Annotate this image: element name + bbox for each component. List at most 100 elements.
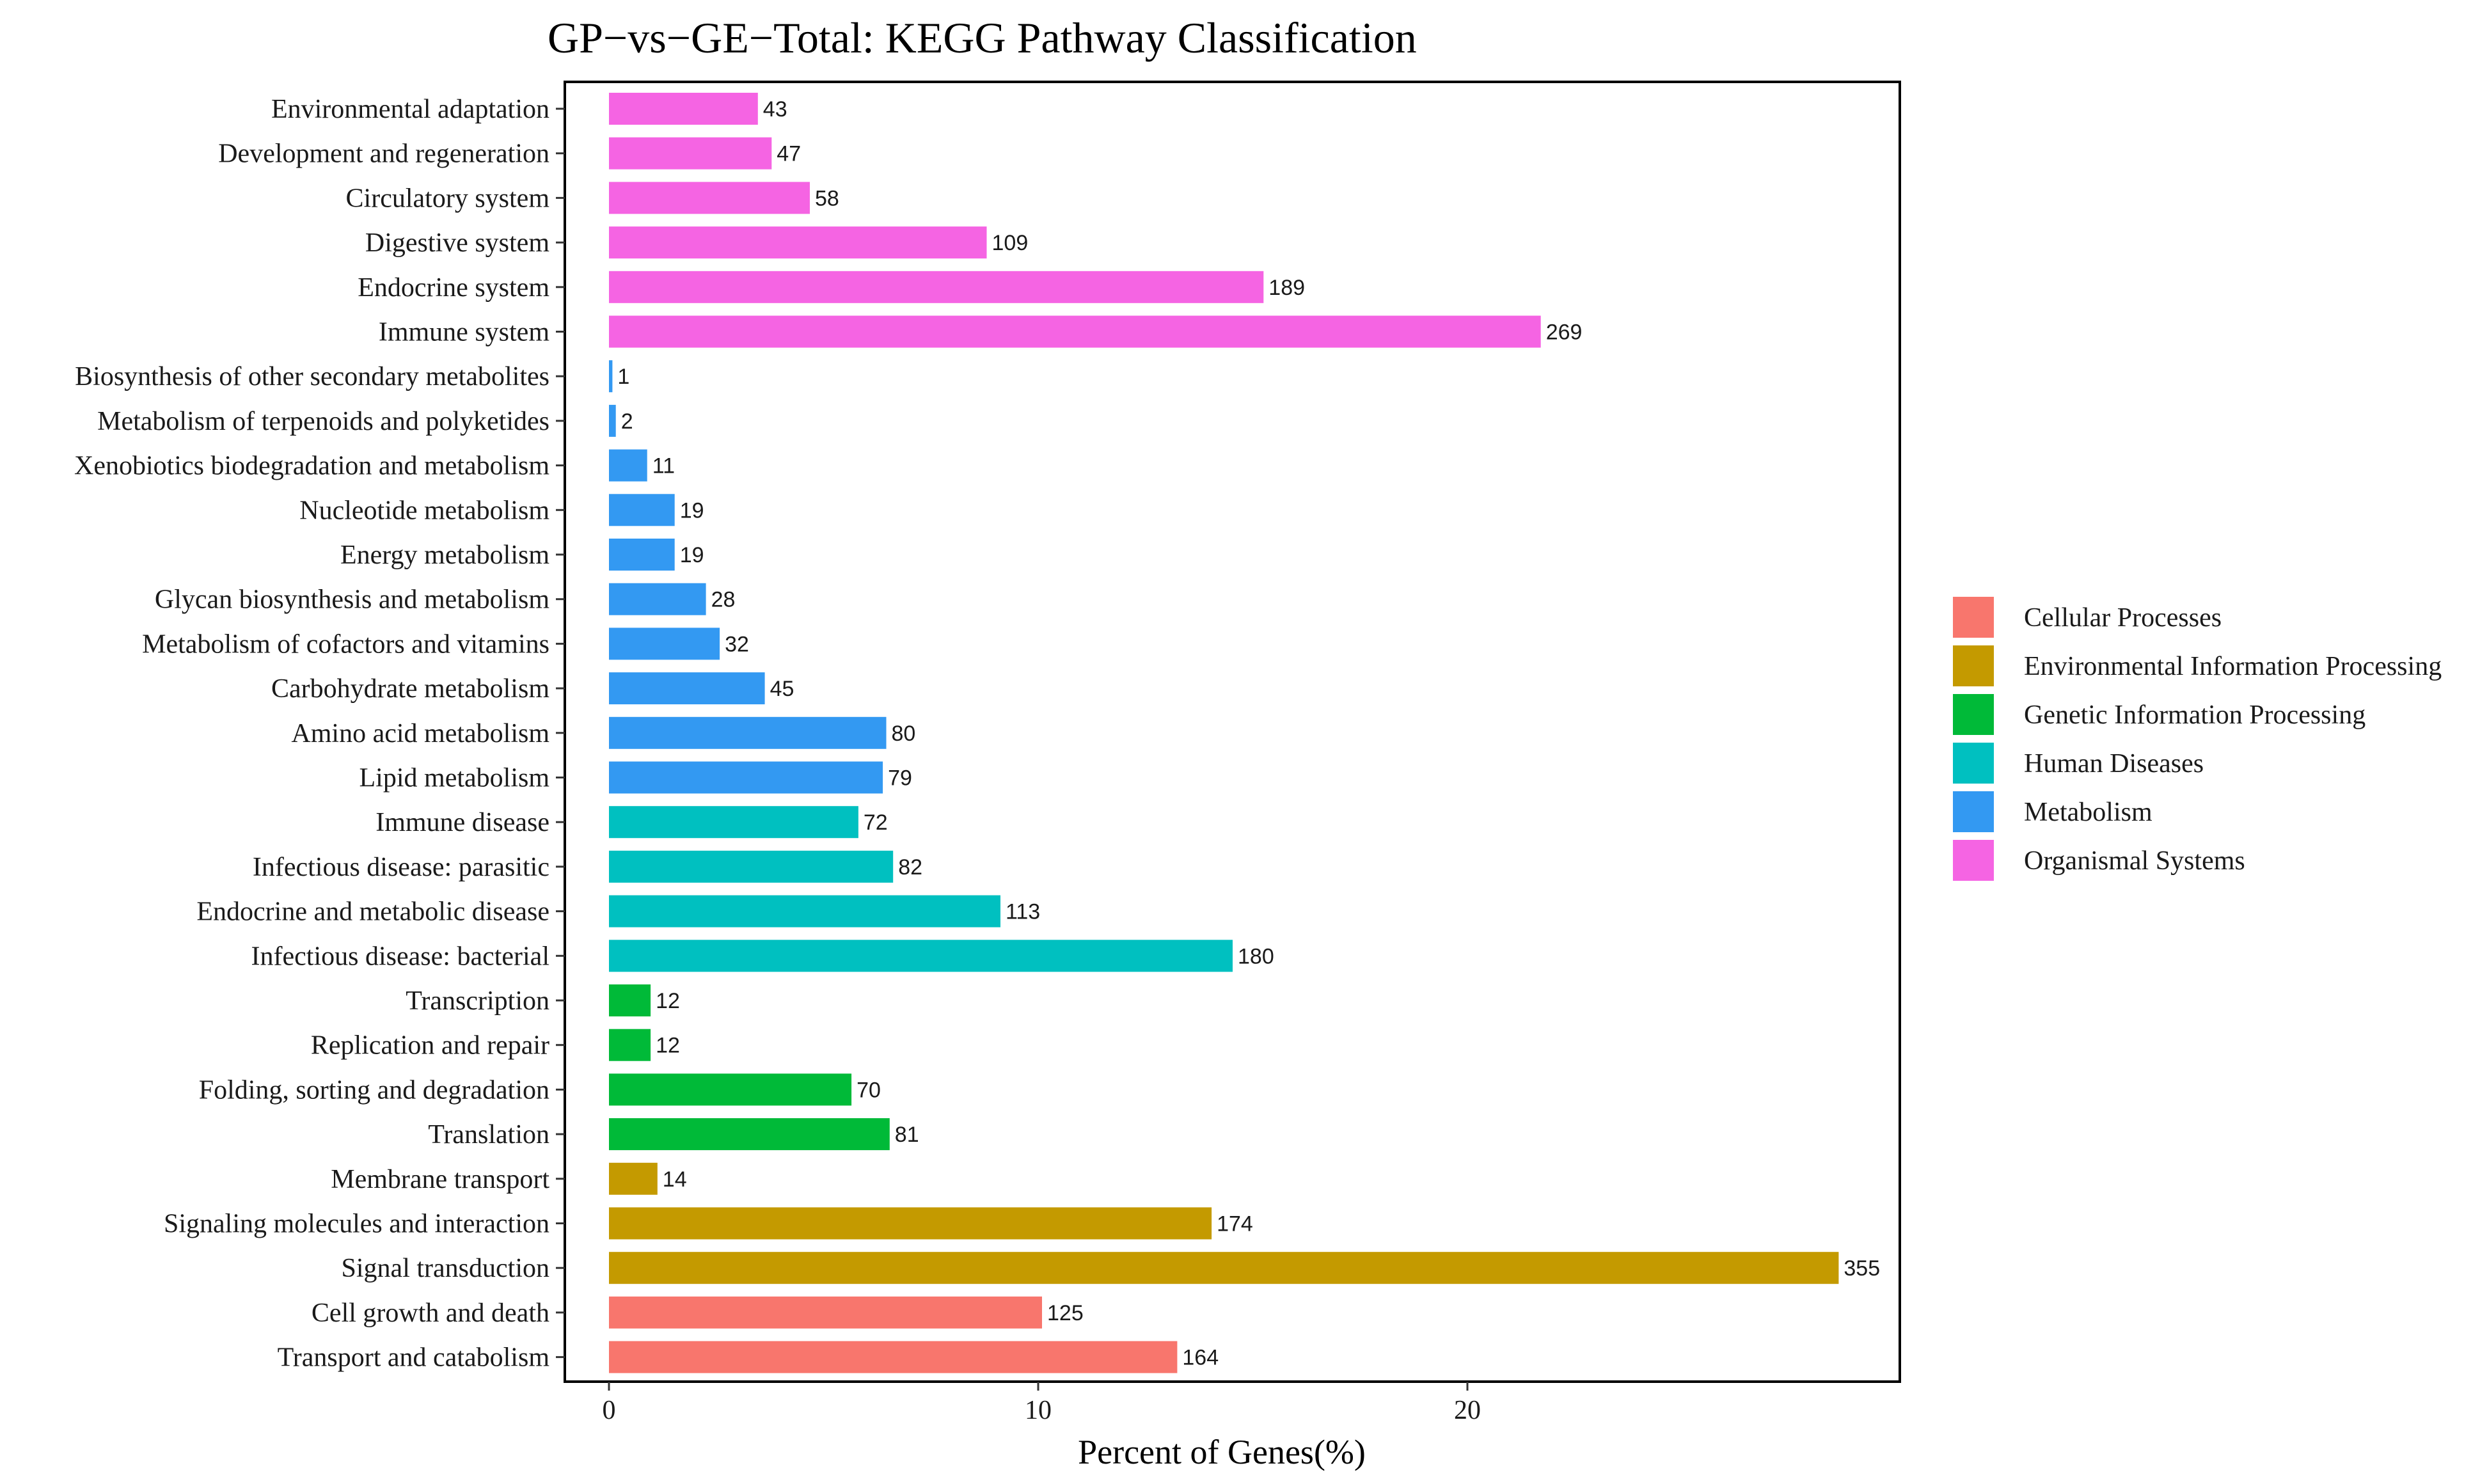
- value-label: 189: [1268, 276, 1305, 300]
- bar-transcription: [609, 984, 651, 1016]
- category-label: Circulatory system: [346, 184, 550, 213]
- legend-label: Metabolism: [2024, 798, 2152, 827]
- category-label: Environmental adaptation: [271, 95, 549, 124]
- bar-endocrine-system: [609, 271, 1264, 303]
- bar-signal-transduction: [609, 1252, 1839, 1284]
- category-label: Membrane transport: [331, 1165, 549, 1194]
- bars-layer: 4347581091892691211191928324580797282113…: [609, 93, 1880, 1373]
- legend-label: Human Diseases: [2024, 749, 2204, 778]
- x-tick-label: 0: [603, 1396, 616, 1425]
- category-label: Glycan biosynthesis and metabolism: [155, 585, 549, 615]
- bar-immune-system: [609, 315, 1541, 348]
- category-label: Metabolism of cofactors and vitamins: [142, 629, 549, 659]
- category-label: Immune disease: [375, 808, 549, 837]
- value-label: 43: [763, 97, 787, 122]
- category-label: Infectious disease: bacterial: [251, 942, 549, 971]
- bar-carbohydrate-metabolism: [609, 672, 765, 705]
- bar-infectious-disease-bacterial: [609, 940, 1233, 972]
- value-label: 113: [1006, 900, 1040, 924]
- category-label: Immune system: [379, 318, 549, 347]
- category-label: Signaling molecules and interaction: [164, 1210, 549, 1239]
- legend-key: [1953, 694, 1994, 735]
- legend-key: [1953, 597, 1994, 638]
- value-label: 72: [864, 810, 888, 835]
- category-label: Amino acid metabolism: [291, 719, 549, 748]
- legend-key: [1953, 645, 1994, 686]
- legend-key: [1953, 840, 1994, 881]
- legend-key: [1953, 791, 1994, 832]
- bar-xenobiotics-biodegradation-and-metabolism: [609, 449, 647, 482]
- value-label: 47: [777, 142, 801, 166]
- category-label: Development and regeneration: [218, 139, 549, 169]
- bar-immune-disease: [609, 806, 858, 839]
- category-label: Lipid metabolism: [359, 764, 550, 793]
- bar-digestive-system: [609, 226, 987, 259]
- value-label: 109: [992, 231, 1029, 255]
- bar-amino-acid-metabolism: [609, 716, 887, 749]
- value-label: 28: [711, 588, 736, 612]
- bar-metabolism-of-terpenoids-and-polyketides: [609, 404, 616, 437]
- value-label: 81: [895, 1123, 919, 1147]
- value-label: 164: [1182, 1346, 1219, 1370]
- value-label: 269: [1546, 320, 1583, 345]
- category-label: Energy metabolism: [340, 541, 549, 570]
- category-label: Translation: [428, 1120, 549, 1149]
- bar-endocrine-and-metabolic-disease: [609, 895, 1000, 928]
- category-label: Xenobiotics biodegradation and metabolis…: [74, 452, 549, 481]
- chart-title: GP−vs−GE−Total: KEGG Pathway Classificat…: [548, 13, 1417, 62]
- category-label: Folding, sorting and degradation: [199, 1075, 549, 1105]
- value-label: 180: [1238, 944, 1274, 968]
- value-label: 58: [815, 186, 839, 210]
- value-label: 355: [1844, 1256, 1880, 1281]
- category-label: Endocrine system: [358, 273, 549, 303]
- bar-replication-and-repair: [609, 1029, 651, 1061]
- bar-translation: [609, 1118, 890, 1151]
- bar-energy-metabolism: [609, 539, 675, 571]
- value-label: 19: [680, 498, 704, 523]
- bar-membrane-transport: [609, 1162, 658, 1195]
- value-label: 82: [898, 855, 922, 880]
- value-label: 1: [617, 365, 629, 389]
- value-label: 45: [770, 677, 794, 701]
- value-label: 79: [888, 766, 912, 791]
- value-label: 14: [663, 1167, 687, 1192]
- legend-key: [1953, 743, 1994, 784]
- legend: Cellular Processes Environmental Informat…: [1953, 597, 2442, 881]
- bar-signaling-molecules-and-interaction: [609, 1207, 1212, 1240]
- value-label: 125: [1047, 1301, 1084, 1325]
- category-label: Signal transduction: [342, 1254, 549, 1283]
- bar-metabolism-of-cofactors-and-vitamins: [609, 628, 720, 660]
- category-label: Metabolism of terpenoids and polyketides: [97, 407, 549, 436]
- bar-nucleotide-metabolism: [609, 494, 675, 526]
- bar-circulatory-system: [609, 182, 810, 214]
- category-label: Transcription: [406, 986, 549, 1016]
- value-label: 80: [892, 722, 916, 746]
- category-label: Cell growth and death: [312, 1298, 549, 1328]
- bar-environmental-adaptation: [609, 93, 758, 125]
- legend-label: Organismal Systems: [2024, 846, 2245, 876]
- x-axis-label: Percent of Genes(%): [1078, 1433, 1366, 1471]
- category-label: Transport and catabolism: [278, 1343, 550, 1373]
- legend-label: Cellular Processes: [2024, 603, 2222, 633]
- category-label: Carbohydrate metabolism: [271, 674, 549, 704]
- bar-development-and-regeneration: [609, 137, 772, 170]
- bar-glycan-biosynthesis-and-metabolism: [609, 583, 706, 615]
- bar-biosynthesis-of-other-secondary-metabolites: [609, 360, 613, 393]
- category-label: Replication and repair: [311, 1031, 549, 1061]
- legend-label: Environmental Information Processing: [2024, 652, 2442, 681]
- bar-transport-and-catabolism: [609, 1341, 1178, 1373]
- plot-frame: [564, 81, 1901, 1383]
- bar-lipid-metabolism: [609, 761, 883, 794]
- category-label: Digestive system: [365, 228, 549, 258]
- value-label: 12: [656, 989, 680, 1013]
- bar-folding-sorting-and-degradation: [609, 1073, 852, 1106]
- bar-infectious-disease-parasitic: [609, 850, 894, 883]
- value-label: 2: [621, 409, 633, 434]
- category-label: Nucleotide metabolism: [299, 496, 549, 525]
- value-label: 32: [725, 632, 749, 656]
- legend-label: Genetic Information Processing: [2024, 700, 2365, 730]
- x-tick-label: 10: [1025, 1396, 1052, 1425]
- value-label: 174: [1217, 1212, 1253, 1236]
- category-label: Infectious disease: parasitic: [253, 853, 549, 882]
